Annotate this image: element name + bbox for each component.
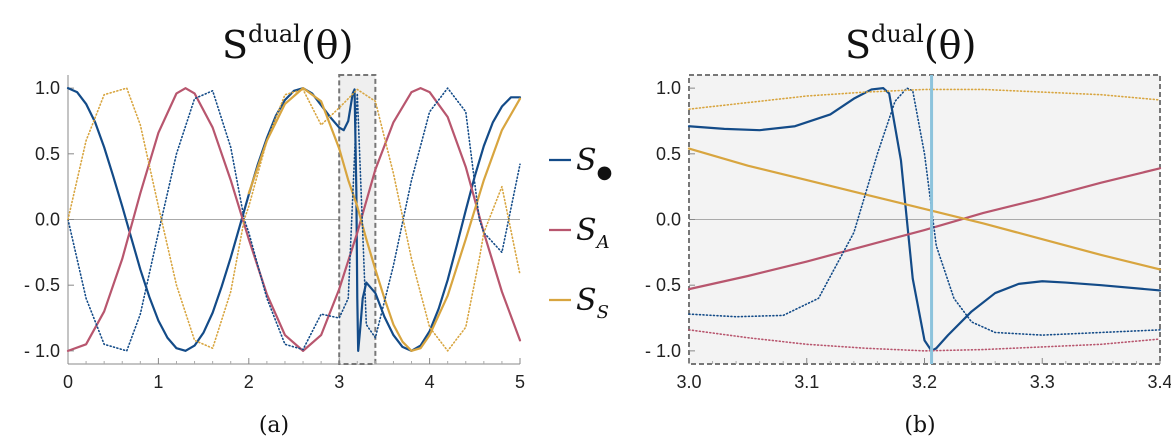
panel-a-x-tick-label: 5	[515, 372, 525, 392]
panel-b-title: Sdual(θ)	[845, 20, 976, 67]
panel-a-x-tick-label: 4	[425, 372, 435, 392]
panel-a-x-tick-label: 2	[244, 372, 254, 392]
panel-a-y-tick-label: 1.0	[35, 78, 60, 98]
panel-b-series-dotted-4	[688, 88, 1161, 110]
panel-b-y-tick-label: 0.0	[656, 210, 681, 230]
panel-b-series-dotted-3	[688, 87, 1161, 336]
legend-symbol: S	[576, 143, 597, 178]
legend-label: SA	[576, 213, 610, 253]
legend-label: SS	[576, 283, 609, 323]
panel-a-series-solid-2	[247, 87, 522, 352]
legend-label: S●	[576, 143, 612, 183]
panel-a-caption: (a)	[259, 413, 289, 438]
panel-b-y-tick-label: - 1.0	[645, 341, 681, 361]
panel-b-series-solid-2	[687, 147, 1162, 271]
panel-b-y-tick-label: 1.0	[656, 78, 681, 98]
panel-b-series-dotted-5	[688, 329, 1161, 352]
panel-b-plot: 3.0 3.1 3.2 3.3 3.4 1.0 0.5 0.0 - 0.5 - 1.0	[645, 74, 1171, 392]
panel-b-x-tick-label: 3.4	[1147, 372, 1171, 392]
panel-a-x-tick-label: 0	[63, 372, 73, 392]
panel-b-series-solid-0	[687, 87, 1162, 352]
panel-b-title-sup: dual	[871, 20, 924, 48]
panel-a-title-base: S	[222, 23, 248, 67]
legend-subscript: S	[597, 302, 609, 323]
panel-a-series-dotted-4	[67, 87, 521, 352]
panel-a-y-tick-label: - 0.5	[24, 275, 60, 295]
panel-b-title-arg: (θ)	[924, 23, 977, 67]
panel-b-x-tick-label: 3.3	[1030, 372, 1055, 392]
legend-symbol: S	[576, 283, 597, 318]
panel-b-x-tick-label: 3.2	[912, 372, 937, 392]
panel-b-series-solid-1	[687, 167, 1162, 291]
panel-b-y-tick-label: 0.5	[656, 144, 681, 164]
legend-symbol: S	[576, 213, 597, 248]
panel-a-series-dotted-3	[67, 87, 521, 352]
panel-a-title-sup: dual	[248, 20, 301, 48]
panel-a-x-tick-label: 1	[153, 372, 163, 392]
panel-b-caption: (b)	[904, 413, 935, 438]
legend-subscript: A	[595, 232, 610, 253]
panel-a-plot: 0 1 2 3 4 5 1.0 0.5 0.0 - 0.5 - 1.0	[24, 74, 525, 392]
panel-b-x-tick-label: 3.1	[794, 372, 819, 392]
panel-a-x-tick-label: 3	[334, 372, 344, 392]
panel-a-y-tick-label: 0.5	[35, 144, 60, 164]
panel-b-title-base: S	[845, 23, 871, 67]
legend-subscript: ●	[597, 162, 613, 183]
panel-a-title: Sdual(θ)	[222, 20, 353, 67]
panel-b-y-tick-label: - 0.5	[645, 275, 681, 295]
panel-a-title-arg: (θ)	[301, 23, 354, 67]
panel-a-y-tick-label: - 1.0	[24, 341, 60, 361]
panel-b-x-tick-label: 3.0	[676, 372, 701, 392]
panel-a-y-tick-label: 0.0	[35, 210, 60, 230]
